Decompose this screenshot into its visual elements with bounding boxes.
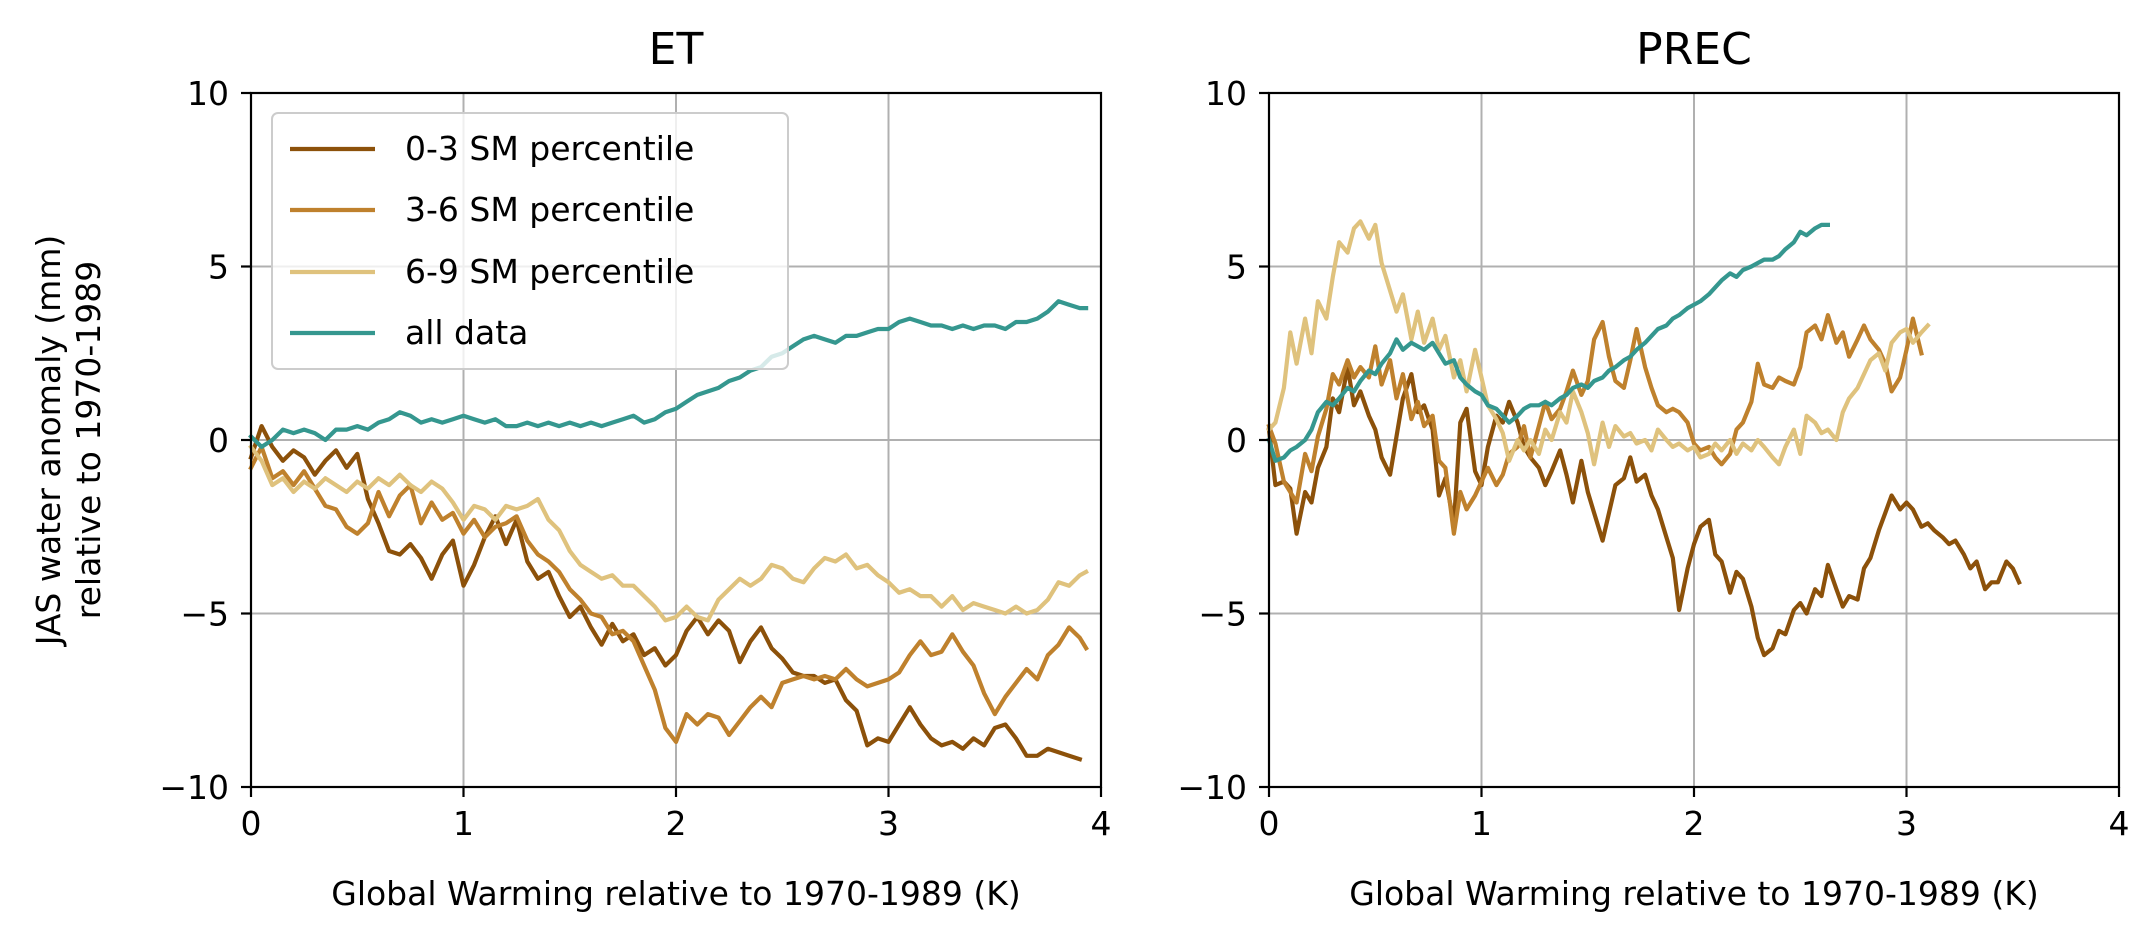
- prec-ticks: 0 1 2 3 4 10 5 0 −10 −5: [1177, 74, 2129, 843]
- prec-ytick-label-0: 10: [1205, 74, 1247, 113]
- legend-label-all-data: all data: [405, 313, 528, 352]
- et-series-3-6-sm-percentile: [248, 444, 1089, 745]
- et-xlabel: Global Warming relative to 1970-1989 (K): [331, 874, 1021, 913]
- et-series-6-9-sm-percentile: [248, 443, 1089, 623]
- et-ytick-label-2: 0: [208, 421, 229, 460]
- et-ticks: 0 1 2 3 4 10 5 0 −10 −5: [159, 74, 1111, 843]
- prec-ytick-label-2: 0: [1226, 421, 1247, 460]
- et-series-group: [248, 299, 1089, 762]
- prec-ytick-label-1: 5: [1226, 248, 1247, 287]
- et-ytick-label-1: 5: [208, 248, 229, 287]
- prec-series-3-6-sm-percentile: [1266, 313, 1924, 536]
- et-ytick-label-0: 10: [187, 74, 229, 113]
- prec-ytick-label-3: −10: [1177, 768, 1247, 807]
- et-xtick-label-2: 2: [666, 804, 687, 843]
- prec-xtick-label-3: 3: [1896, 804, 1917, 843]
- ylabel-line-2: relative to 1970-1989: [69, 261, 108, 619]
- et-panel-title: ET: [649, 24, 704, 75]
- et-series-0-3-sm-percentile: [248, 424, 1083, 762]
- legend-box: [271, 112, 789, 370]
- legend: 0-3 SM percentile 3-6 SM percentile 6-9 …: [271, 112, 789, 370]
- prec-series-6-9-sm-percentile: [1266, 219, 1931, 467]
- prec-xtick-label-1: 1: [1471, 804, 1492, 843]
- prec-ytick-label-4: −5: [1198, 595, 1247, 634]
- prec-series-all-data: [1266, 222, 1831, 463]
- et-ytick-label-4: −5: [180, 595, 229, 634]
- et-xtick-label-1: 1: [453, 804, 474, 843]
- prec-xtick-label-4: 4: [2109, 804, 2130, 843]
- et-series-all-data: [248, 299, 1089, 449]
- prec-panel: PREC 0 1 2 3 4 10 5 0 −10 −5 Global Warming relat…: [1177, 24, 2129, 913]
- ylabel-line-1: JAS water anomaly (mm): [29, 235, 68, 648]
- et-ytick-label-3: −10: [159, 768, 229, 807]
- prec-xlabel: Global Warming relative to 1970-1989 (K): [1349, 874, 2039, 913]
- prec-series-0-3-sm-percentile: [1266, 365, 2022, 658]
- et-xtick-label-0: 0: [241, 804, 262, 843]
- prec-panel-title: PREC: [1636, 24, 1752, 75]
- legend-label-6-9: 6-9 SM percentile: [405, 252, 694, 291]
- legend-label-3-6: 3-6 SM percentile: [405, 190, 694, 229]
- prec-series-group: [1266, 219, 2022, 658]
- prec-xtick-label-0: 0: [1259, 804, 1280, 843]
- et-xtick-label-3: 3: [878, 804, 899, 843]
- prec-xtick-label-2: 2: [1684, 804, 1705, 843]
- et-xtick-label-4: 4: [1091, 804, 1112, 843]
- legend-label-0-3: 0-3 SM percentile: [405, 129, 694, 168]
- et-panel: ET 0 1 2 3 4 10 5 0 −10 −5 Global Warming relativ…: [159, 24, 1111, 913]
